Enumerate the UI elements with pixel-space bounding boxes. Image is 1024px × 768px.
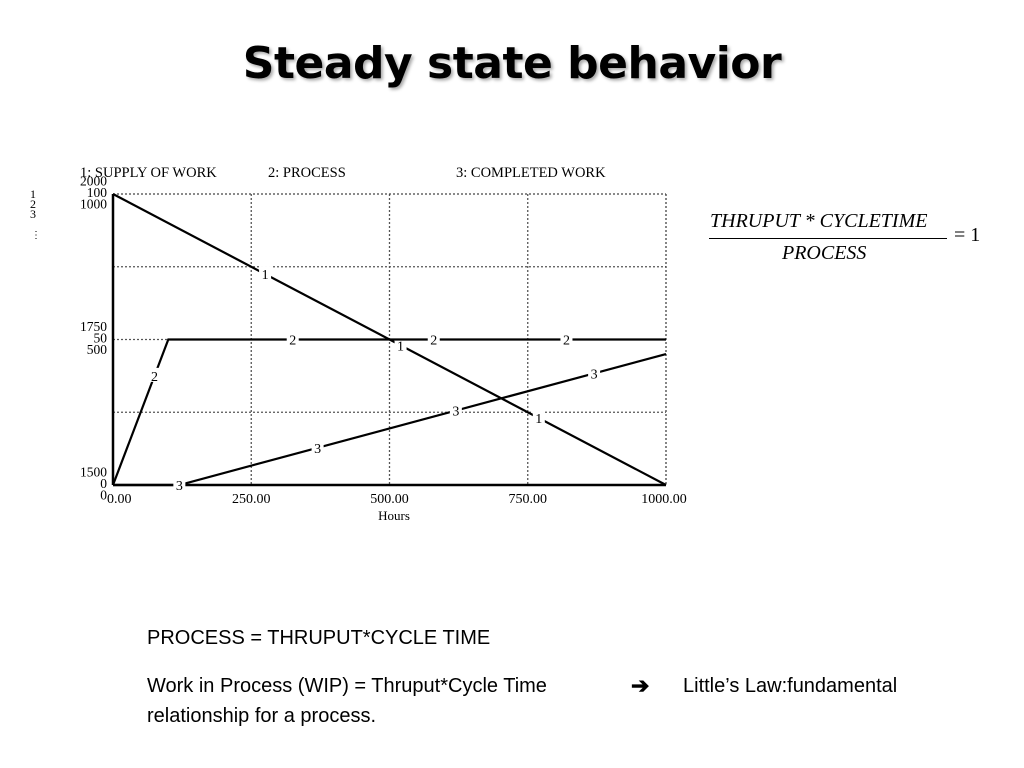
legend-item-2: 2: PROCESS bbox=[268, 165, 346, 181]
littles-law-continuation: relationship for a process. bbox=[147, 705, 377, 727]
series-marker-bg-2 bbox=[148, 367, 161, 382]
y-tick-label-2: 100 bbox=[87, 185, 108, 200]
chart-legend: 1: SUPPLY OF WORK 2: PROCESS 3: COMPLETED … bbox=[80, 165, 606, 181]
axis-id-ellipsis: ⋮ bbox=[31, 230, 41, 241]
y-tick-label-1: 1500 bbox=[80, 465, 107, 480]
x-tick-label: 250.00 bbox=[232, 492, 271, 507]
series-marker-1: 1 bbox=[535, 412, 542, 427]
series-marker-bg-2 bbox=[286, 331, 299, 346]
right-arrow-icon: ➔ bbox=[631, 673, 650, 698]
x-tick-label: 500.00 bbox=[370, 492, 409, 507]
series-marker-3: 3 bbox=[591, 367, 598, 382]
y-axis-series-ids: 123 ⋮ bbox=[30, 187, 41, 241]
series-marker-2: 2 bbox=[151, 370, 158, 385]
series-marker-3: 3 bbox=[452, 405, 459, 420]
y-tick-label-2: 0 bbox=[100, 476, 107, 491]
legend-item-3: 3: COMPLETED WORK bbox=[456, 165, 606, 181]
series-marker-bg-1 bbox=[394, 337, 407, 352]
y-tick-label-3: 500 bbox=[87, 342, 108, 357]
series-marker-bg-1 bbox=[532, 410, 545, 425]
series-marker-bg-3 bbox=[449, 402, 462, 417]
wip-definition-text: Work in Process (WIP) = Thruput*Cycle Ti… bbox=[147, 675, 547, 697]
formula-rhs: = 1 bbox=[954, 224, 981, 246]
y-tick-label-1: 2000 bbox=[80, 174, 107, 189]
formula-denominator: PROCESS bbox=[782, 242, 867, 264]
formula-numerator: THRUPUT * CYCLETIME bbox=[710, 210, 928, 232]
littles-law-formula: THRUPUT * CYCLETIME PROCESS = 1 bbox=[706, 208, 996, 268]
process-definition-text: PROCESS = THRUPUT*CYCLE TIME bbox=[147, 627, 491, 649]
x-tick-label: 1000.00 bbox=[641, 492, 687, 507]
series-marker-2: 2 bbox=[289, 334, 296, 349]
series-marker-bg-1 bbox=[259, 266, 272, 281]
series-line-2 bbox=[111, 338, 666, 486]
series-marker-1: 1 bbox=[397, 339, 404, 354]
slide-title: Steady state behavior bbox=[242, 38, 782, 89]
series-marker-bg-2 bbox=[560, 331, 573, 346]
wip-paragraph: Work in Process (WIP) = Thruput*Cycle Ti… bbox=[147, 673, 967, 727]
formula-fraction-bar bbox=[709, 238, 947, 239]
series-marker-bg-3 bbox=[173, 477, 186, 491]
y-tick-label-1: 1750 bbox=[80, 319, 107, 334]
x-tick-label: 750.00 bbox=[509, 492, 548, 507]
y-tick-label-3: 0 bbox=[100, 488, 107, 503]
x-axis-label: Hours bbox=[378, 508, 410, 523]
series-marker-3: 3 bbox=[176, 479, 183, 494]
series-marker-2: 2 bbox=[430, 334, 437, 349]
axis-id-1: 1 bbox=[30, 187, 36, 201]
axis-id-2: 2 bbox=[30, 197, 36, 211]
chart-series: 1 1 1 2 2 2 2 3 3 3 3 bbox=[111, 193, 667, 494]
series-marker-bg-2 bbox=[427, 331, 440, 346]
series-marker-bg-3 bbox=[311, 439, 324, 454]
series-marker-2: 2 bbox=[563, 334, 570, 349]
y-tick-label-2: 50 bbox=[94, 331, 108, 346]
series-marker-bg-3 bbox=[588, 365, 601, 380]
series-marker-3: 3 bbox=[314, 442, 321, 457]
axis-id-3: 3 bbox=[30, 207, 36, 221]
legend-item-1: 1: SUPPLY OF WORK bbox=[80, 165, 217, 181]
littles-law-text: Little’s Law:fundamental bbox=[683, 675, 898, 697]
series-marker-1: 1 bbox=[262, 268, 269, 283]
y-tick-label-3: 1000 bbox=[80, 197, 107, 212]
x-tick-labels: 0.00 250.00 500.00 750.00 1000.00 bbox=[107, 492, 687, 507]
x-tick-label: 0.00 bbox=[107, 492, 132, 507]
